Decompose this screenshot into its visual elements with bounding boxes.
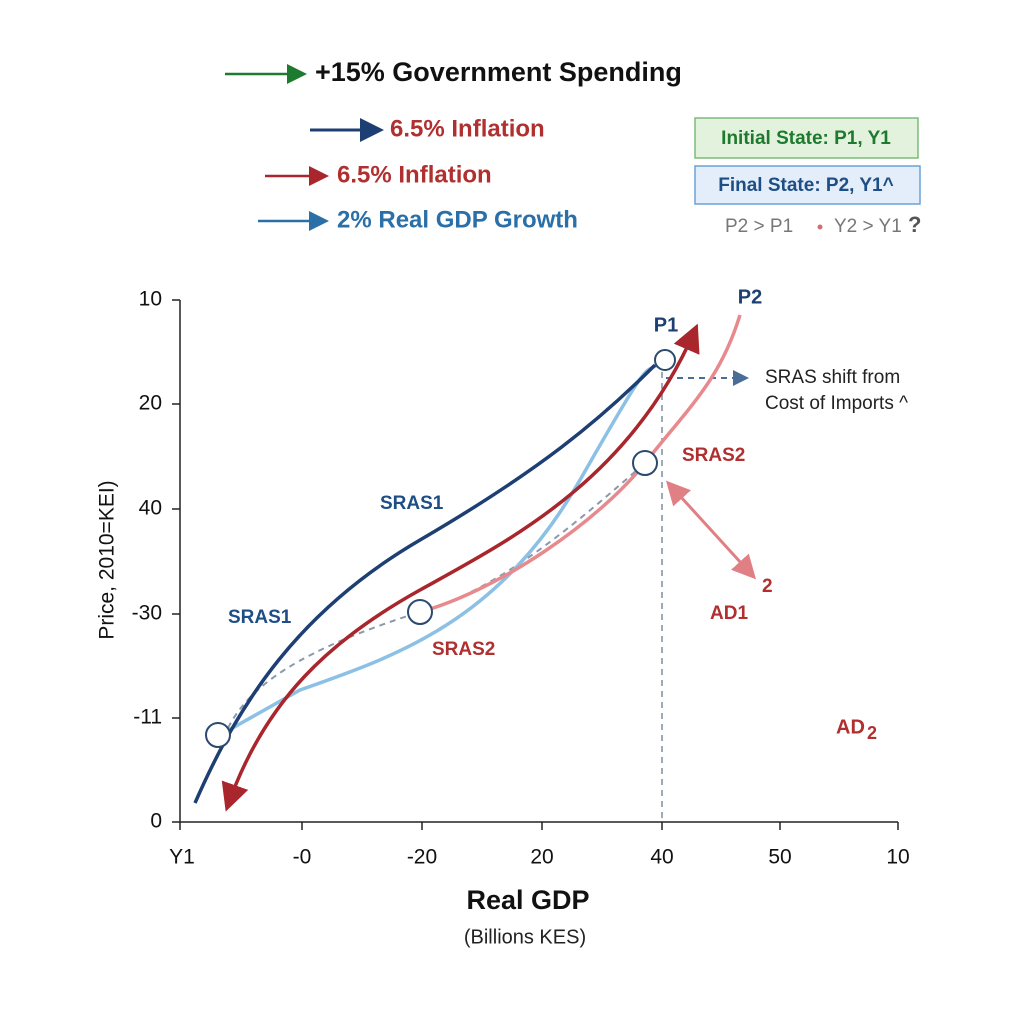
y-tick-label: 20 (139, 392, 162, 415)
y-tick-label: 40 (139, 497, 162, 520)
x-tick-label: -20 (407, 846, 437, 869)
y-tick-label: -11 (133, 706, 162, 729)
legend: +15% Government Spending 6.5% Inflation … (225, 57, 682, 233)
sras1-label: SRAS1 (228, 607, 292, 628)
final-state: Final State: P2, Y1^ (718, 175, 893, 196)
comparison: P2 > P1 (725, 216, 793, 237)
ad2-subscript: 2 (867, 723, 877, 743)
x-tick-label: Y1 (169, 846, 195, 869)
legend-text: +15% Government Spending (315, 57, 682, 87)
red-curve (221, 323, 700, 812)
comparison: Y2 > Y1 (834, 216, 902, 237)
comparison-mark: ? (908, 212, 921, 237)
final-box (694, 165, 921, 205)
y-axis-label: Price, 2010=KEI) (96, 480, 119, 639)
x-axis-label: Real GDP (466, 885, 589, 915)
x-tick-label: 50 (768, 846, 791, 869)
separator-dot (817, 224, 823, 230)
x-tick-label: -0 (293, 846, 312, 869)
initial-box (694, 117, 919, 159)
point (632, 450, 658, 476)
point (205, 722, 231, 748)
legend-text: 2% Real GDP Growth (337, 206, 578, 233)
ad2-label: AD (836, 716, 865, 738)
p1-label: P1 (654, 314, 678, 336)
sras2-label: SRAS2 (432, 639, 495, 660)
ad1-label: AD1 (710, 603, 748, 624)
y-tick-label: -30 (132, 602, 162, 625)
y-tick-label: 10 (139, 288, 162, 311)
x-tick-label: 40 (650, 846, 673, 869)
sras2-label: SRAS2 (682, 445, 745, 466)
ad-arrow (665, 480, 757, 580)
x-ticks (179, 822, 899, 830)
shift-note: SRAS shift from (765, 367, 900, 388)
sras1-curve (193, 363, 657, 804)
y-ticks (172, 299, 180, 823)
legend-text: 6.5% Inflation (337, 161, 492, 188)
shift-note: Cost of Imports ^ (765, 393, 908, 414)
point (654, 349, 676, 371)
y-tick-label: 0 (150, 810, 162, 833)
x-tick-label: 10 (886, 846, 909, 869)
ad-label: 2 (762, 576, 773, 597)
legend-text: 6.5% Inflation (390, 115, 545, 142)
p2-label: P2 (738, 286, 762, 308)
point (407, 599, 433, 625)
sras1-label: SRAS1 (380, 493, 444, 514)
initial-state: Initial State: P1, Y1 (721, 128, 891, 149)
x-tick-label: 20 (530, 846, 553, 869)
x-axis-sublabel: (Billions KES) (464, 926, 586, 948)
